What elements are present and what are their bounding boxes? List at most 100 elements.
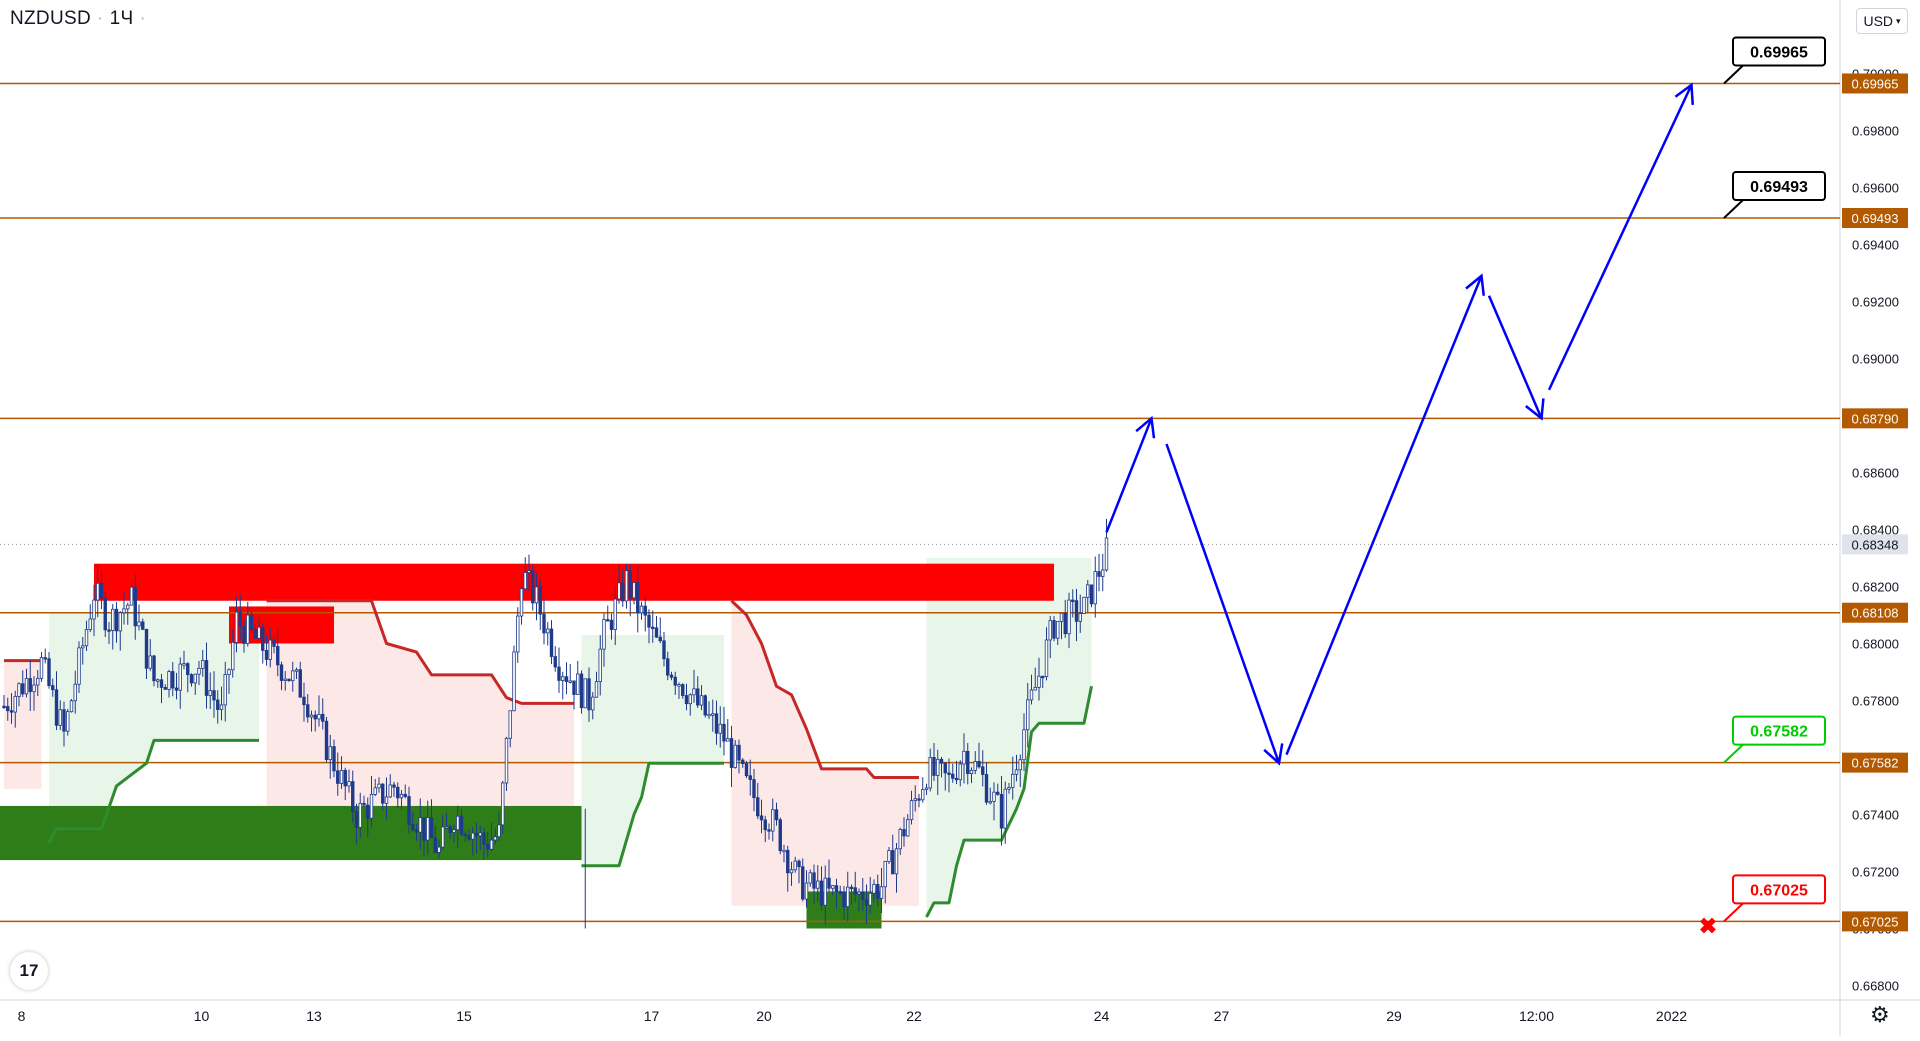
candle-body bbox=[429, 817, 434, 839]
projection-segment[interactable] bbox=[1105, 417, 1153, 533]
candle-body bbox=[411, 824, 415, 831]
candle-body bbox=[114, 608, 119, 632]
candle-body bbox=[197, 667, 201, 675]
candle-body bbox=[332, 746, 336, 772]
y-tick-label: 0.68600 bbox=[1852, 466, 1899, 481]
projection-segment[interactable] bbox=[1547, 84, 1693, 391]
callout-label: 0.69965 bbox=[1750, 44, 1808, 61]
callout-box[interactable] bbox=[1732, 36, 1826, 67]
callout-box[interactable] bbox=[1732, 874, 1826, 905]
candle-body bbox=[54, 689, 59, 726]
projection-segment[interactable] bbox=[1487, 295, 1543, 419]
candle-body bbox=[96, 582, 100, 601]
callout-box[interactable] bbox=[1732, 170, 1826, 201]
candle-body bbox=[418, 817, 422, 833]
candle-body bbox=[204, 660, 209, 696]
callout-pointer bbox=[1723, 743, 1744, 764]
level-price-label: 0.69965 bbox=[1852, 76, 1899, 91]
candle-body bbox=[699, 695, 704, 706]
candle-body bbox=[9, 710, 14, 713]
candle-body bbox=[321, 713, 325, 722]
candle-body bbox=[673, 676, 677, 686]
candle-body bbox=[279, 664, 284, 681]
candle-body bbox=[1086, 584, 1090, 598]
separator-dot: · bbox=[96, 8, 104, 29]
candle-body bbox=[377, 783, 381, 789]
candle-body bbox=[504, 737, 509, 784]
interval-label[interactable]: 1Ч bbox=[109, 8, 134, 29]
candle-body bbox=[962, 750, 966, 765]
candle-body bbox=[557, 666, 561, 681]
projection-segment[interactable] bbox=[1165, 443, 1281, 764]
gear-icon[interactable]: ⚙ bbox=[1870, 1002, 1890, 1027]
candle-body bbox=[594, 681, 599, 698]
candle-body bbox=[726, 738, 730, 742]
candle-body bbox=[84, 629, 89, 647]
tradingview-logo[interactable]: 17 bbox=[10, 952, 48, 990]
candle-body bbox=[137, 621, 141, 627]
y-tick-label: 0.67800 bbox=[1852, 694, 1899, 709]
candle-body bbox=[463, 833, 467, 837]
candle-body bbox=[152, 655, 156, 682]
candle-body bbox=[891, 850, 895, 875]
candle-body bbox=[823, 877, 827, 906]
candle-body bbox=[523, 572, 527, 590]
candle-body bbox=[879, 886, 884, 899]
y-tick-label: 0.68200 bbox=[1852, 580, 1899, 595]
candle-body bbox=[681, 684, 685, 696]
candle-body bbox=[28, 678, 32, 693]
candle-body bbox=[583, 678, 587, 709]
level-price-box bbox=[1842, 73, 1908, 94]
candle-body bbox=[639, 605, 644, 614]
candle-body bbox=[546, 628, 550, 634]
candle-body bbox=[707, 713, 711, 717]
projection-arrowhead bbox=[1525, 398, 1545, 421]
candle-body bbox=[688, 694, 692, 705]
x-tick-label: 15 bbox=[456, 1008, 472, 1024]
currency-selector[interactable]: USD ▾ bbox=[1856, 8, 1908, 34]
candle-body bbox=[384, 796, 389, 804]
candle-body bbox=[163, 686, 167, 690]
candle-body bbox=[373, 787, 377, 795]
candle-body bbox=[403, 793, 407, 797]
callout-box[interactable] bbox=[1732, 715, 1826, 746]
candle-body bbox=[857, 891, 861, 895]
candle-body bbox=[613, 598, 617, 630]
candle-body bbox=[632, 582, 636, 599]
candle-body bbox=[816, 880, 820, 889]
callout-pointer bbox=[1723, 199, 1744, 219]
candle-body bbox=[662, 640, 666, 660]
candle-body bbox=[759, 815, 764, 821]
trail-line-up bbox=[581, 761, 724, 868]
candle-body bbox=[159, 679, 164, 688]
candle-body bbox=[186, 663, 190, 676]
y-tick-label: 0.69600 bbox=[1852, 181, 1899, 196]
candle-body bbox=[793, 860, 797, 871]
candle-body bbox=[219, 704, 224, 710]
level-price-label: 0.68790 bbox=[1852, 411, 1899, 426]
symbol-header[interactable]: NZDUSD · 1Ч · bbox=[10, 8, 152, 30]
candle-body bbox=[692, 688, 696, 696]
trail-fill-up bbox=[581, 634, 724, 866]
candle-body bbox=[1029, 689, 1034, 701]
candle-body bbox=[778, 819, 782, 852]
y-tick-label: 0.69800 bbox=[1852, 124, 1899, 139]
projection-segment[interactable] bbox=[1285, 275, 1483, 756]
candle-body bbox=[756, 797, 760, 817]
candle-body bbox=[838, 891, 842, 894]
candle-body bbox=[399, 793, 404, 799]
candle-body bbox=[167, 671, 171, 690]
candle-body bbox=[902, 829, 906, 837]
candle-body bbox=[894, 848, 899, 875]
candle-body bbox=[362, 802, 366, 806]
candle-body bbox=[351, 781, 355, 812]
candle-body bbox=[981, 766, 985, 775]
candle-body bbox=[984, 774, 989, 803]
candle-body bbox=[564, 676, 569, 683]
candle-body bbox=[587, 678, 591, 711]
x-tick-label: 20 bbox=[756, 1008, 772, 1024]
candle-body bbox=[782, 849, 786, 853]
support-zone bbox=[0, 805, 582, 861]
